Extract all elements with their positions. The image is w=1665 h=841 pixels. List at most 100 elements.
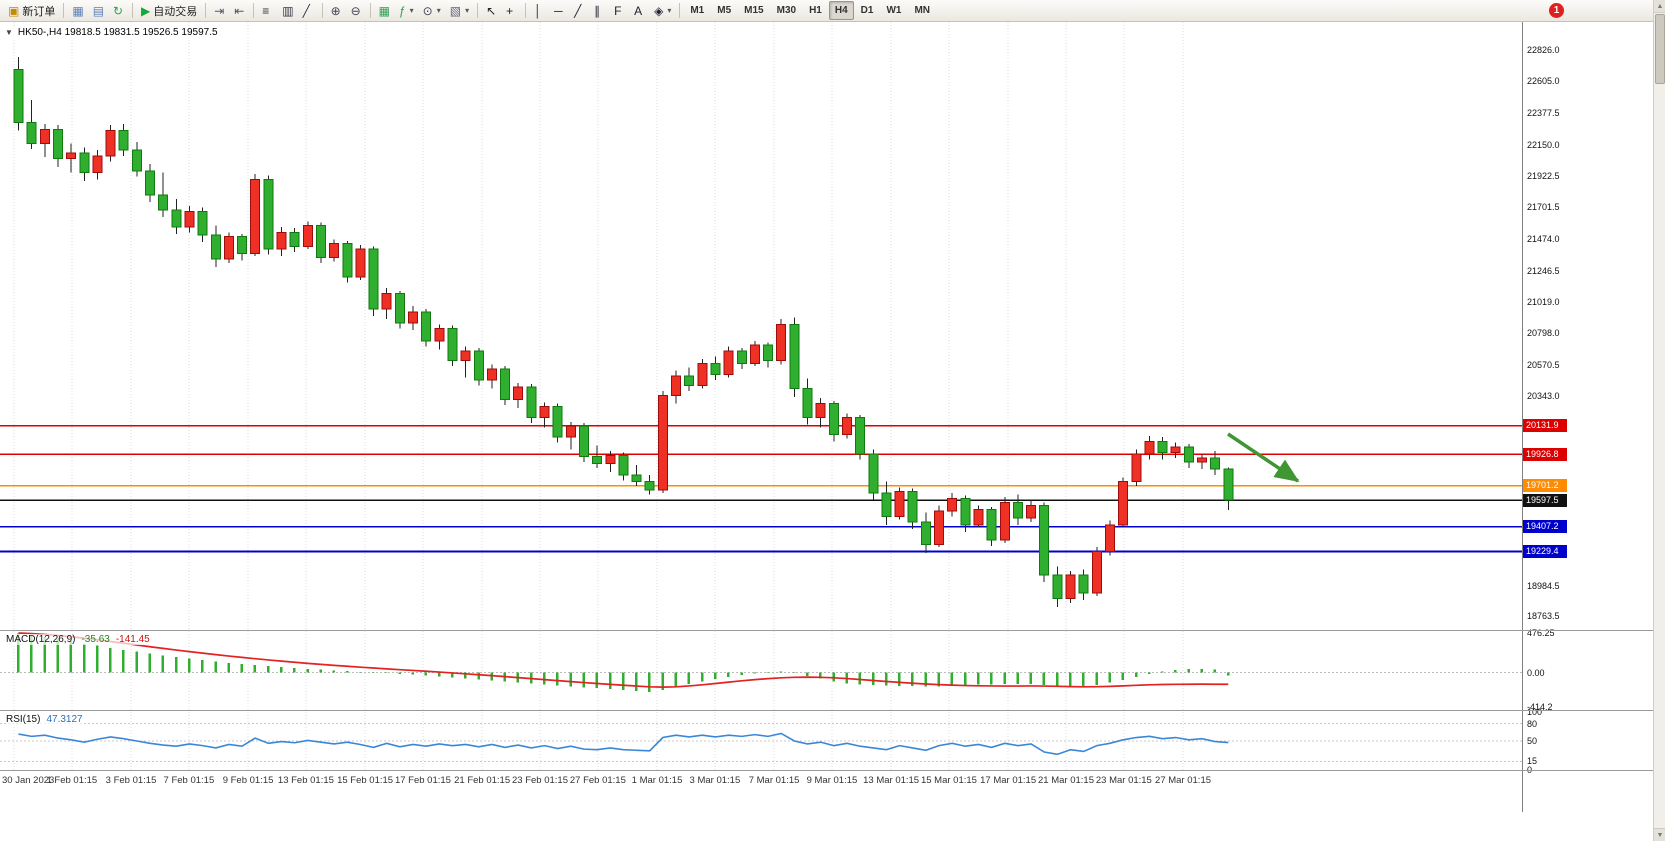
line-mode-button[interactable]: ╱ xyxy=(299,1,318,20)
price-axis-label: 22150.0 xyxy=(1527,139,1560,150)
price-line-tag: 19926.8 xyxy=(1523,447,1567,461)
trendline-button[interactable]: ╱ xyxy=(570,1,589,20)
tf-h1-button[interactable]: H1 xyxy=(803,1,828,20)
cursor-icon: ↖ xyxy=(486,3,497,18)
auto-scroll-icon: ⇥ xyxy=(214,3,225,18)
sell-arrow-annotation[interactable] xyxy=(1227,432,1300,483)
tf-h4-button-label: H4 xyxy=(834,5,848,16)
macd-axis-label: 0.00 xyxy=(1527,667,1545,678)
toolbar-separator xyxy=(679,3,681,18)
svg-text:7 Mar 01:15: 7 Mar 01:15 xyxy=(749,775,800,786)
horizontal-price-lines[interactable] xyxy=(0,425,1522,553)
zoom-out-button[interactable]: ⊖ xyxy=(347,1,366,20)
new-chart-icon: ▦ xyxy=(72,3,84,18)
periods-button[interactable]: ⊙ ▾ xyxy=(419,1,445,20)
auto-scroll-button[interactable]: ⇥ xyxy=(210,1,229,20)
templates-button[interactable]: ▧ ▾ xyxy=(446,1,473,20)
toolbar-separator xyxy=(253,3,255,18)
caret-down-icon: ▾ xyxy=(436,6,441,15)
auto-trading-button[interactable]: ▶ 自动交易 xyxy=(137,1,201,20)
tf-m1-button[interactable]: M1 xyxy=(684,1,710,20)
arrows-icon: ◈ xyxy=(654,3,664,18)
new-chart-button[interactable]: ▦ xyxy=(68,1,87,20)
toolbar-separator xyxy=(321,3,323,18)
tf-w1-button[interactable]: W1 xyxy=(880,1,907,20)
notification-badge[interactable]: 1 xyxy=(1549,3,1564,18)
candlestick-mode-button[interactable]: ▥ xyxy=(278,1,297,20)
svg-text:3 Mar 01:15: 3 Mar 01:15 xyxy=(690,775,741,786)
tf-m30-button[interactable]: M30 xyxy=(771,1,802,20)
tf-d1-button[interactable]: D1 xyxy=(855,1,880,20)
candles-layer xyxy=(13,56,1234,608)
price-axis-label: 22605.0 xyxy=(1527,76,1560,87)
price-axis-label: 22377.5 xyxy=(1527,107,1560,118)
refresh-icon: ↻ xyxy=(113,3,124,18)
line-mode-icon: ╱ xyxy=(302,3,310,18)
tf-m15-button-label: M15 xyxy=(744,5,764,16)
toolbar-separator xyxy=(205,3,207,18)
svg-text:9 Mar 01:15: 9 Mar 01:15 xyxy=(807,775,858,786)
price-line-tag: 19407.2 xyxy=(1523,520,1567,534)
price-line-tag: 20131.9 xyxy=(1523,419,1567,433)
refresh-button[interactable]: ↻ xyxy=(109,1,128,20)
tf-h4-button[interactable]: H4 xyxy=(828,1,854,20)
macd-name: MACD(12,26,9) xyxy=(6,634,76,645)
price-line-tag: 19229.4 xyxy=(1523,544,1567,558)
price-axis-label: 20798.0 xyxy=(1527,327,1560,338)
macd-signal-line xyxy=(18,632,1229,688)
cursor-button[interactable]: ↖ xyxy=(482,1,501,20)
caret-down-icon: ▾ xyxy=(667,6,672,15)
chart-header: ▼ HK50-,H4 19818.5 19831.5 19526.5 19597… xyxy=(5,27,218,38)
arrows-button[interactable]: ◈ ▾ xyxy=(650,1,675,20)
text-icon: A xyxy=(634,3,643,18)
tf-m15-button[interactable]: M15 xyxy=(738,1,769,20)
auto-trading-icon: ▶ xyxy=(141,3,151,18)
price-axis-label: 20570.5 xyxy=(1527,359,1560,370)
auto-trading-button-label: 自动交易 xyxy=(153,5,198,18)
chart-window[interactable]: 30 Jan 2023 1 Feb 01:15 3 Feb 01:15 7 Feb 0… xyxy=(0,22,1522,841)
svg-text:30 Jan 2023: 30 Jan 2023 xyxy=(2,775,54,786)
svg-text:27 Mar 01:15: 27 Mar 01:15 xyxy=(1155,775,1211,786)
vertical-scrollbar[interactable]: ▲ ▼ xyxy=(1653,0,1665,841)
scroll-down-icon[interactable]: ▼ xyxy=(1654,828,1665,841)
price-axis-label: 21701.5 xyxy=(1527,202,1560,213)
indicators-button[interactable]: ƒ ▾ xyxy=(395,1,418,20)
chart-shift-button[interactable]: ⇤ xyxy=(230,1,249,20)
price-axis-label: 18763.5 xyxy=(1527,611,1560,622)
price-axis[interactable]: 22826.0 22605.0 22377.5 22150.0 21922.5 21701… xyxy=(1522,22,1653,812)
periods-icon: ⊙ xyxy=(422,3,433,18)
time-axis-border xyxy=(0,770,1653,771)
rsi-axis-label: 50 xyxy=(1527,736,1538,746)
tf-mn-button[interactable]: MN xyxy=(908,1,936,20)
tile-windows-button[interactable]: ▦ xyxy=(375,1,394,20)
crosshair-button[interactable]: + xyxy=(502,1,521,20)
price-axis-label: 21474.0 xyxy=(1527,233,1560,244)
tf-m5-button[interactable]: M5 xyxy=(711,1,737,20)
one-click-trading-toggle[interactable]: ▼ xyxy=(5,28,13,37)
rsi-axis-label: 15 xyxy=(1527,756,1538,767)
profiles-button[interactable]: ▤ xyxy=(89,1,108,20)
bars-mode-icon: ≡ xyxy=(262,3,270,18)
toolbar-separator xyxy=(369,3,371,18)
scroll-up-icon[interactable]: ▲ xyxy=(1654,0,1665,13)
zoom-in-button[interactable]: ⊕ xyxy=(327,1,346,20)
fibonacci-button[interactable]: F xyxy=(610,1,629,20)
scrollbar-thumb[interactable] xyxy=(1655,14,1665,84)
zoom-in-icon: ⊕ xyxy=(330,3,341,18)
macd-axis-label: -414.2 xyxy=(1527,701,1553,712)
price-line-tag: 19597.5 xyxy=(1523,493,1567,507)
tf-m1-button-label: M1 xyxy=(690,5,705,16)
text-button[interactable]: A xyxy=(630,1,649,20)
bars-mode-button[interactable]: ≡ xyxy=(258,1,277,20)
equidistant-channel-button[interactable]: ∥ xyxy=(590,1,609,20)
new-order-button[interactable]: ▣ 新订单 xyxy=(4,1,59,20)
chart-title-text: HK50-,H4 19818.5 19831.5 19526.5 19597.5 xyxy=(17,27,218,38)
equidistant-channel-icon: ∥ xyxy=(594,3,601,18)
vertical-line-button[interactable]: │ xyxy=(530,1,549,20)
splitter-main-macd[interactable] xyxy=(0,630,1653,631)
horizontal-line-button[interactable]: ─ xyxy=(550,1,569,20)
macd-axis-label: 476.25 xyxy=(1527,627,1555,638)
splitter-macd-rsi[interactable] xyxy=(0,710,1653,711)
